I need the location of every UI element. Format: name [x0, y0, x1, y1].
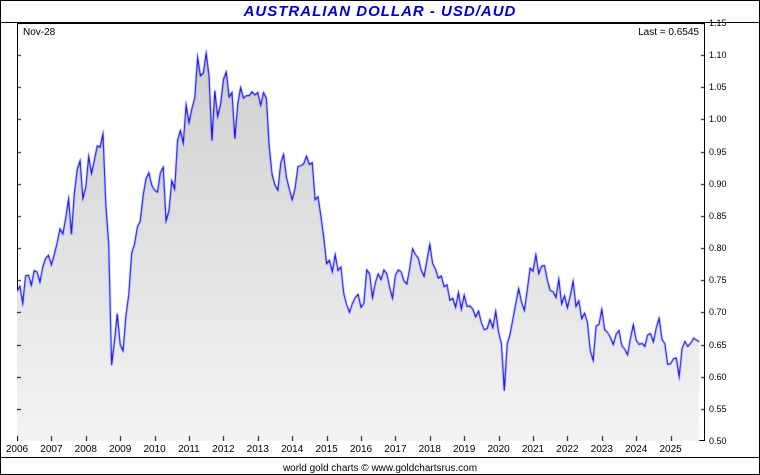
y-tick-label: 0.50	[709, 436, 727, 446]
last-price-label: Last = 0.6545	[638, 27, 699, 38]
chart-title: AUSTRALIAN DOLLAR - USD/AUD	[243, 3, 517, 20]
y-tick-label: 0.75	[709, 275, 727, 286]
x-tick-label: 2012	[212, 444, 235, 455]
chart-header: AUSTRALIAN DOLLAR - USD/AUD	[1, 1, 759, 23]
x-tick-label: 2008	[74, 444, 97, 455]
footer-credit: world gold charts © www.goldchartsrus.co…	[282, 463, 478, 474]
y-tick-label: 0.95	[709, 146, 727, 157]
y-tick-label: 1.00	[709, 114, 727, 125]
y-tick-label: 0.60	[709, 371, 727, 382]
x-tick-label: 2016	[349, 444, 373, 455]
x-tick-label: 2006	[5, 444, 29, 455]
footer-bar: world gold charts © www.goldchartsrus.co…	[1, 457, 759, 474]
x-tick-label: 2013	[246, 444, 269, 455]
x-tick-label: 2020	[487, 444, 510, 455]
x-tick-label: 2025	[659, 444, 682, 455]
y-tick-label: 0.85	[709, 210, 727, 221]
y-tick-label: 0.80	[709, 243, 727, 254]
y-tick-label: 1.10	[709, 50, 727, 61]
x-tick-label: 2023	[590, 444, 613, 455]
y-tick-label: 0.65	[709, 339, 727, 350]
x-tick-label: 2017	[384, 444, 407, 455]
x-tick-label: 2011	[178, 444, 200, 455]
as-of-date-label: Nov-28	[23, 27, 56, 38]
x-tick-label: 2007	[40, 444, 63, 455]
y-tick-label: 0.55	[709, 403, 727, 414]
x-tick-label: 2009	[109, 444, 132, 455]
y-tick-label: 0.90	[709, 178, 727, 189]
price-chart-canvas	[17, 23, 705, 441]
x-tick-label: 2022	[556, 444, 579, 455]
x-tick-label: 2015	[315, 444, 338, 455]
x-tick-label: 2024	[625, 444, 648, 455]
x-tick-label: 2018	[418, 444, 441, 455]
x-tick-label: 2021	[521, 444, 545, 455]
x-tick-label: 2019	[453, 444, 476, 455]
x-tick-label: 2014	[281, 444, 304, 455]
y-tick-label: 1.15	[709, 18, 727, 28]
y-tick-label: 0.70	[709, 307, 727, 318]
y-tick-label: 1.05	[709, 82, 727, 93]
x-tick-label: 2010	[143, 444, 166, 455]
